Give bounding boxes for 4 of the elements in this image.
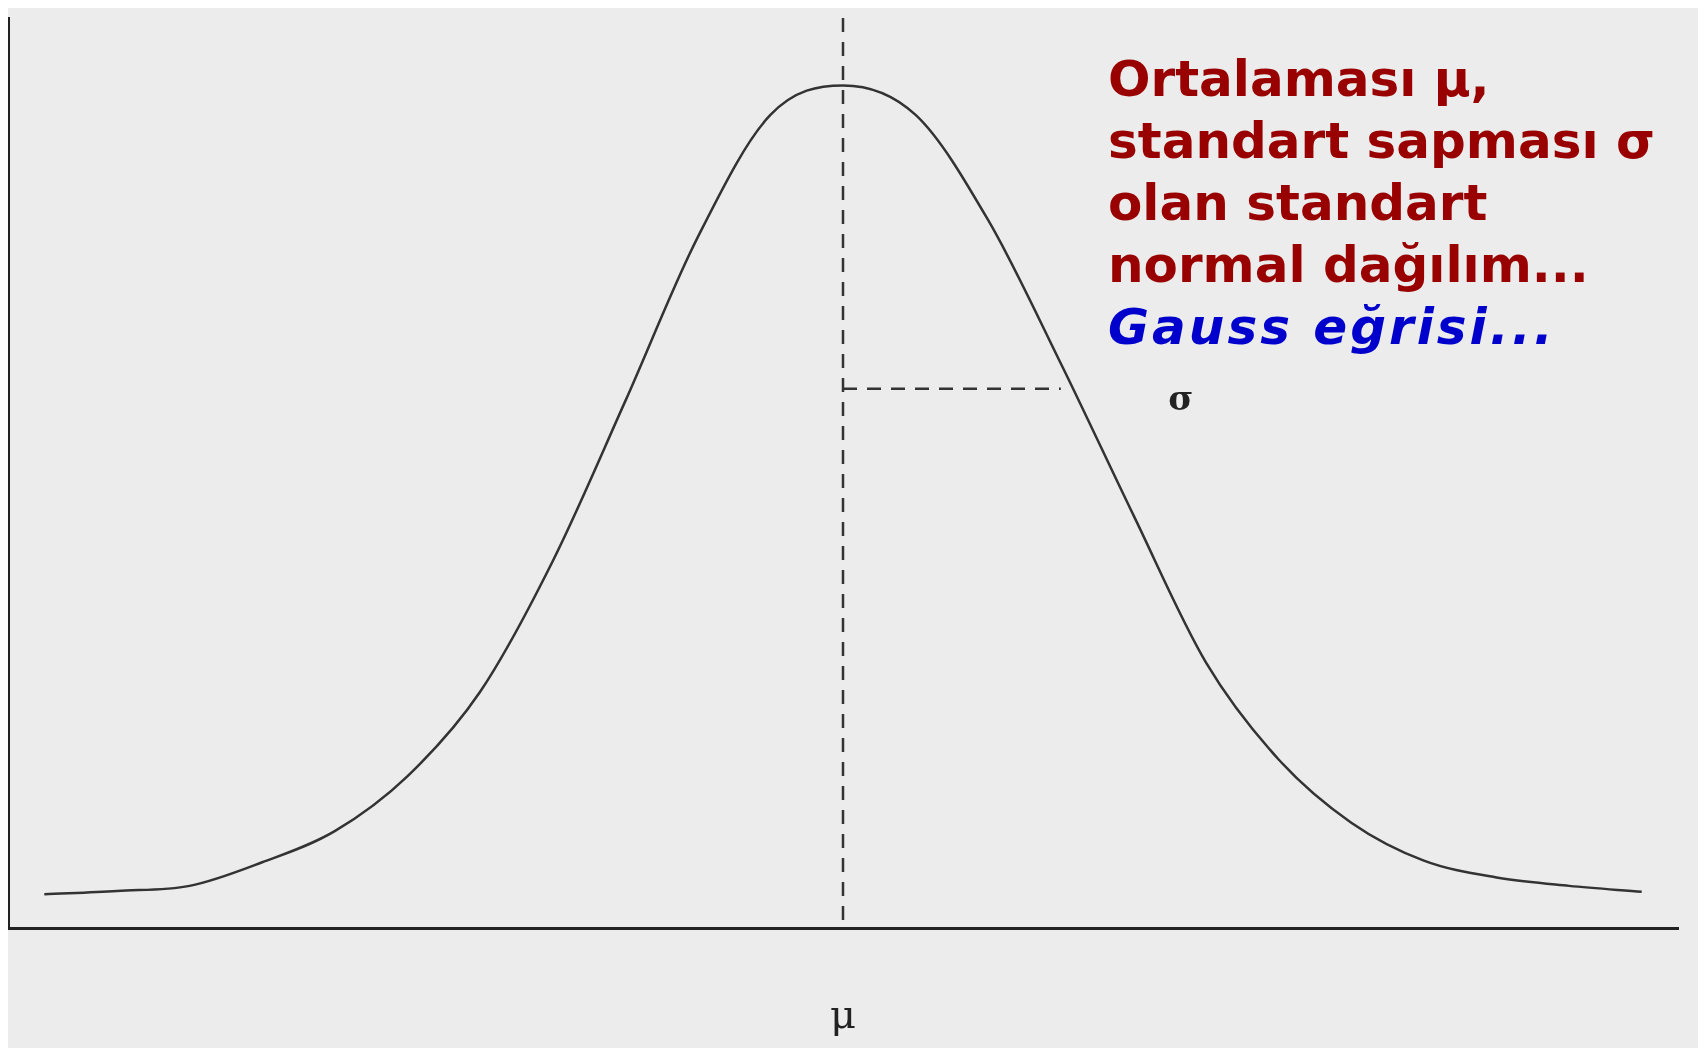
text: μ — [830, 991, 856, 1038]
annotation: σ — [1168, 377, 1194, 418]
text: Gauss eğrisi... — [1108, 297, 1557, 358]
text: Ortalaması μ, standart sapması σ olan standart normal dağılım... — [1108, 49, 1656, 296]
